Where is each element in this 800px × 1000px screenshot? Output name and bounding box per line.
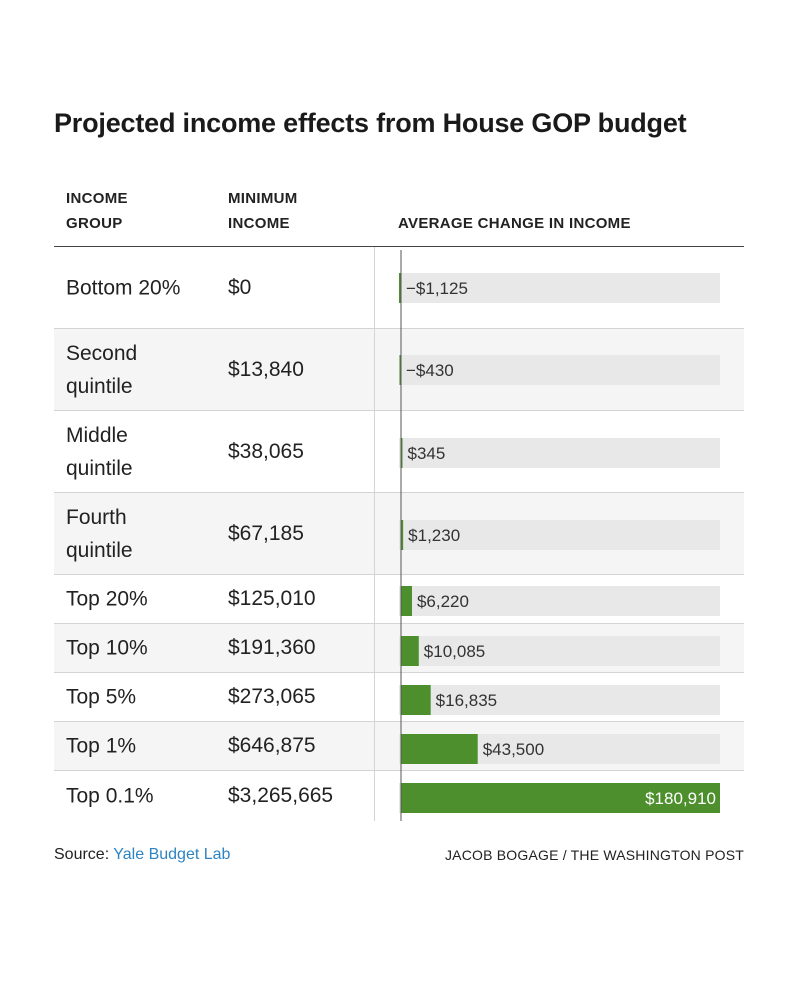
- source-note: Source: Yale Budget Lab: [54, 846, 230, 864]
- minimum-income-cell: $38,065: [228, 439, 304, 463]
- source-link[interactable]: Yale Budget Lab: [113, 846, 231, 863]
- bar: [401, 438, 403, 468]
- bar-value-label: −$430: [406, 361, 454, 380]
- income-group-cell: Middle quintile: [66, 423, 133, 480]
- bar-value-label: $1,230: [408, 526, 460, 545]
- header-rule: [54, 246, 744, 247]
- bar: [401, 685, 431, 715]
- minimum-income-cell: $191,360: [228, 636, 316, 659]
- table-row: Top 0.1% $3,265,665: [54, 771, 744, 820]
- minimum-income-header-line1: MINIMUM: [228, 190, 298, 207]
- bar-track: [399, 685, 720, 715]
- bar-value-label: $10,085: [424, 642, 485, 661]
- average-change-header: AVERAGE CHANGE IN INCOME: [398, 215, 631, 232]
- bar-value-label: $16,835: [436, 691, 497, 710]
- income-group-cell: Top 1%: [66, 734, 137, 758]
- credit-line: JACOB BOGAGE / THE WASHINGTON POST: [444, 847, 744, 863]
- bar-value-label: $180,910: [645, 789, 716, 808]
- minimum-income-cell: $646,875: [228, 734, 316, 757]
- minimum-income-cell: $13,840: [228, 357, 304, 381]
- table-row: Middle quintile $38,065: [54, 411, 744, 493]
- bar-track: [399, 273, 720, 303]
- minimum-income-cell: $67,185: [228, 521, 304, 545]
- income-group-header: INCOME GROUP: [66, 186, 196, 236]
- income-group-cell: Bottom 20%: [66, 276, 181, 299]
- bar: [399, 355, 401, 385]
- bar-value-label: $6,220: [417, 592, 469, 611]
- table-row: Top 5% $273,065: [54, 673, 744, 722]
- table-row: Top 20% $125,010: [54, 575, 744, 624]
- bar-track: [399, 520, 720, 550]
- bar: [401, 520, 404, 550]
- column-separator: [374, 247, 375, 821]
- income-group-cell: Top 10%: [66, 636, 148, 660]
- table-row: Bottom 20% $0: [54, 247, 744, 329]
- bar: [401, 636, 419, 666]
- bar: [401, 783, 720, 813]
- source-prefix: Source:: [54, 846, 114, 863]
- income-group-cell: Fourth quintile: [66, 505, 133, 562]
- income-group-cell: Top 5%: [66, 685, 137, 709]
- bar: [399, 273, 401, 303]
- minimum-income-cell: $0: [228, 275, 252, 299]
- bar-value-label: $345: [408, 444, 446, 463]
- chart-title: Projected income effects from House GOP …: [54, 108, 687, 138]
- bar: [401, 586, 412, 616]
- income-group-header-line2: GROUP: [66, 215, 123, 232]
- income-group-cell: Top 0.1%: [66, 784, 154, 807]
- bar-track: [399, 355, 720, 385]
- minimum-income-cell: $125,010: [228, 587, 316, 610]
- income-group-cell: Second quintile: [66, 341, 138, 398]
- minimum-income-header: MINIMUM INCOME: [228, 186, 358, 236]
- bar-value-label: −$1,125: [406, 279, 468, 298]
- minimum-income-cell: $273,065: [228, 685, 316, 708]
- income-group-cell: Top 20%: [66, 587, 148, 611]
- income-group-header-line1: INCOME: [66, 190, 128, 207]
- bar-track: [399, 636, 720, 666]
- minimum-income-cell: $3,265,665: [228, 783, 334, 807]
- bar-track: [399, 438, 720, 468]
- bar: [401, 734, 478, 764]
- bar-value-label: $43,500: [483, 740, 544, 759]
- bar-track: [399, 586, 720, 616]
- minimum-income-header-line2: INCOME: [228, 215, 290, 232]
